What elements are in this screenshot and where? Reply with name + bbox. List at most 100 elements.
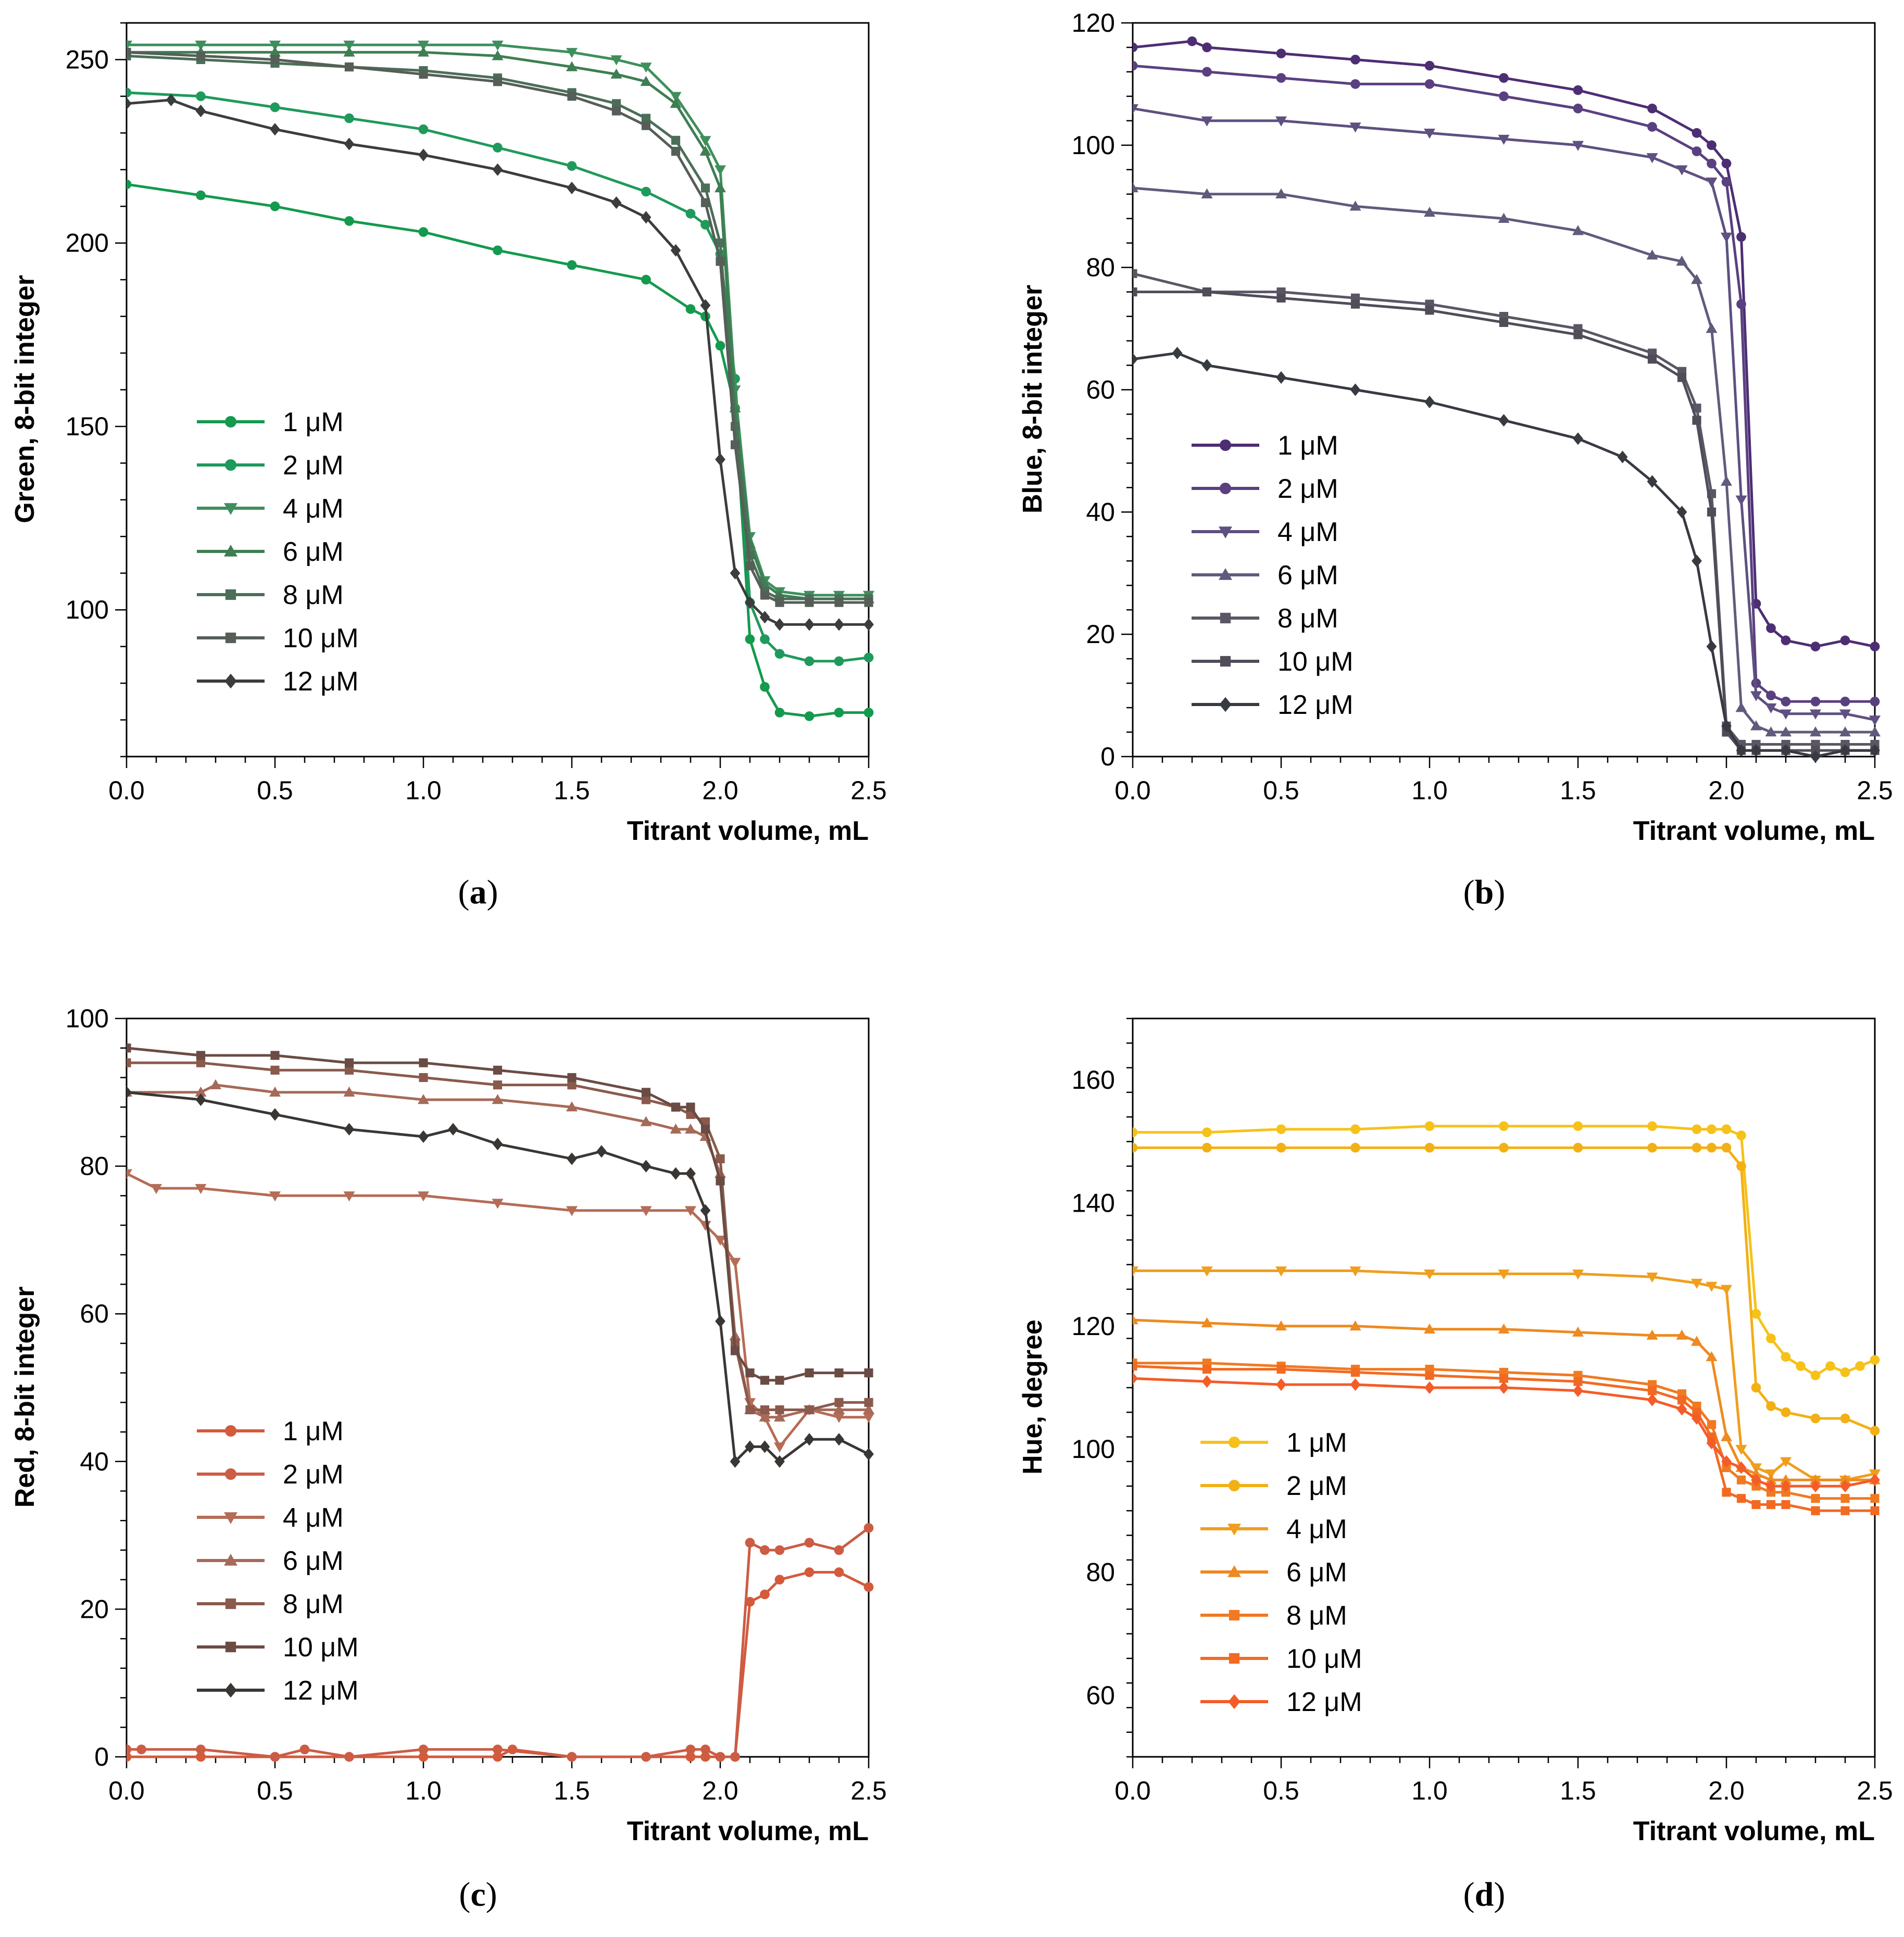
data-point <box>760 1545 770 1555</box>
data-point <box>1765 1474 1777 1485</box>
data-point <box>1692 128 1702 138</box>
y-tick-label: 20 <box>1086 620 1115 649</box>
legend-label: 1 μM <box>1277 431 1338 461</box>
series-line <box>127 183 869 718</box>
caption-letter: d <box>1475 1876 1494 1914</box>
series-7 <box>127 93 874 631</box>
data-point <box>1810 1479 1821 1493</box>
data-point <box>1840 744 1850 757</box>
data-point <box>566 1206 578 1216</box>
data-point <box>1839 709 1851 720</box>
data-point <box>834 1545 844 1555</box>
data-point <box>1810 1370 1821 1380</box>
data-point <box>1133 60 1138 71</box>
data-point <box>1349 122 1361 133</box>
data-point <box>1172 346 1183 360</box>
legend-marker <box>224 673 237 689</box>
data-point <box>596 1145 607 1158</box>
legend-marker <box>225 589 236 600</box>
data-point <box>418 1130 429 1143</box>
series-line <box>127 54 869 600</box>
legend-label: 2 μM <box>1277 474 1338 504</box>
series-line <box>1133 1318 1875 1481</box>
data-point <box>127 1752 132 1762</box>
x-tick-label: 2.0 <box>1708 776 1745 805</box>
data-point <box>1811 1494 1820 1503</box>
legend-item: 12 μM <box>1192 690 1354 720</box>
data-point <box>1766 1401 1776 1411</box>
data-point <box>685 1752 696 1762</box>
data-point <box>700 1125 710 1134</box>
data-point <box>715 1752 725 1762</box>
data-point <box>774 1455 785 1468</box>
series-2 <box>127 1523 874 1762</box>
data-point <box>1840 1479 1850 1493</box>
series-7 <box>1133 346 1880 763</box>
series-line <box>127 98 869 626</box>
data-point <box>641 211 652 224</box>
data-point <box>834 618 844 631</box>
data-point <box>745 634 755 644</box>
y-tick-label: 100 <box>66 1004 109 1033</box>
data-point <box>567 1073 577 1083</box>
legend-label: 1 μM <box>1286 1428 1347 1458</box>
x-tick-label: 2.5 <box>850 1776 887 1805</box>
data-point <box>1721 1431 1732 1441</box>
x-tick-label: 0.0 <box>1114 1776 1151 1805</box>
series-line <box>1133 1146 1875 1432</box>
y-tick-label: 0 <box>94 1742 109 1771</box>
y-tick-label: 0 <box>1100 742 1115 771</box>
data-point <box>1721 1124 1732 1135</box>
data-point <box>1275 116 1287 127</box>
caption-paren: ( <box>1463 1876 1475 1914</box>
legend-label: 4 μM <box>283 1503 344 1533</box>
data-point <box>1498 212 1510 223</box>
data-point <box>1350 299 1360 309</box>
data-point <box>1781 1407 1791 1417</box>
data-point <box>685 1167 696 1180</box>
data-point <box>493 77 503 86</box>
caption-letter: c <box>470 1876 485 1914</box>
data-point <box>210 1079 221 1089</box>
data-point <box>1498 134 1510 145</box>
data-point <box>1133 1127 1138 1137</box>
data-point <box>1735 495 1747 506</box>
data-point <box>1692 555 1702 568</box>
data-point <box>730 1346 740 1355</box>
legend-label: 2 μM <box>283 1460 344 1490</box>
data-point <box>196 1051 206 1060</box>
data-point <box>715 453 725 466</box>
data-point <box>1202 42 1212 53</box>
series-line <box>1133 107 1875 721</box>
data-point <box>1707 1124 1717 1135</box>
x-tick-label: 1.5 <box>1560 1776 1596 1805</box>
series-5 <box>1133 269 1880 749</box>
data-point <box>1499 91 1509 102</box>
data-point <box>1202 67 1212 77</box>
data-point <box>745 1596 755 1607</box>
data-point <box>833 1413 845 1423</box>
data-point <box>863 1448 874 1461</box>
data-point <box>759 1411 771 1422</box>
data-point <box>863 652 874 663</box>
data-point <box>1201 188 1213 199</box>
y-axis-title: Hue, degree <box>1018 1319 1048 1475</box>
data-point <box>418 227 429 237</box>
legend-label: 10 μM <box>283 623 359 653</box>
y-axis-title: Green, 8-bit integer <box>10 275 40 523</box>
data-point <box>670 97 682 108</box>
legend: 1 μM 2 μM 4 μM 6 μM 8 μM 10 μM 12 μM <box>1192 431 1354 720</box>
data-point <box>716 1176 725 1186</box>
caption-paren: ( <box>458 873 470 911</box>
data-point <box>641 274 651 285</box>
x-tick-label: 0.5 <box>257 776 293 805</box>
data-point <box>344 113 354 123</box>
data-point <box>834 1567 844 1577</box>
data-point <box>774 708 785 718</box>
data-point <box>730 567 741 580</box>
data-point <box>344 1123 355 1136</box>
series-2 <box>1133 1142 1880 1436</box>
legend-label: 6 μM <box>1277 560 1338 590</box>
y-axis-title: Red, 8-bit integer <box>10 1287 40 1508</box>
data-point <box>418 1744 429 1755</box>
